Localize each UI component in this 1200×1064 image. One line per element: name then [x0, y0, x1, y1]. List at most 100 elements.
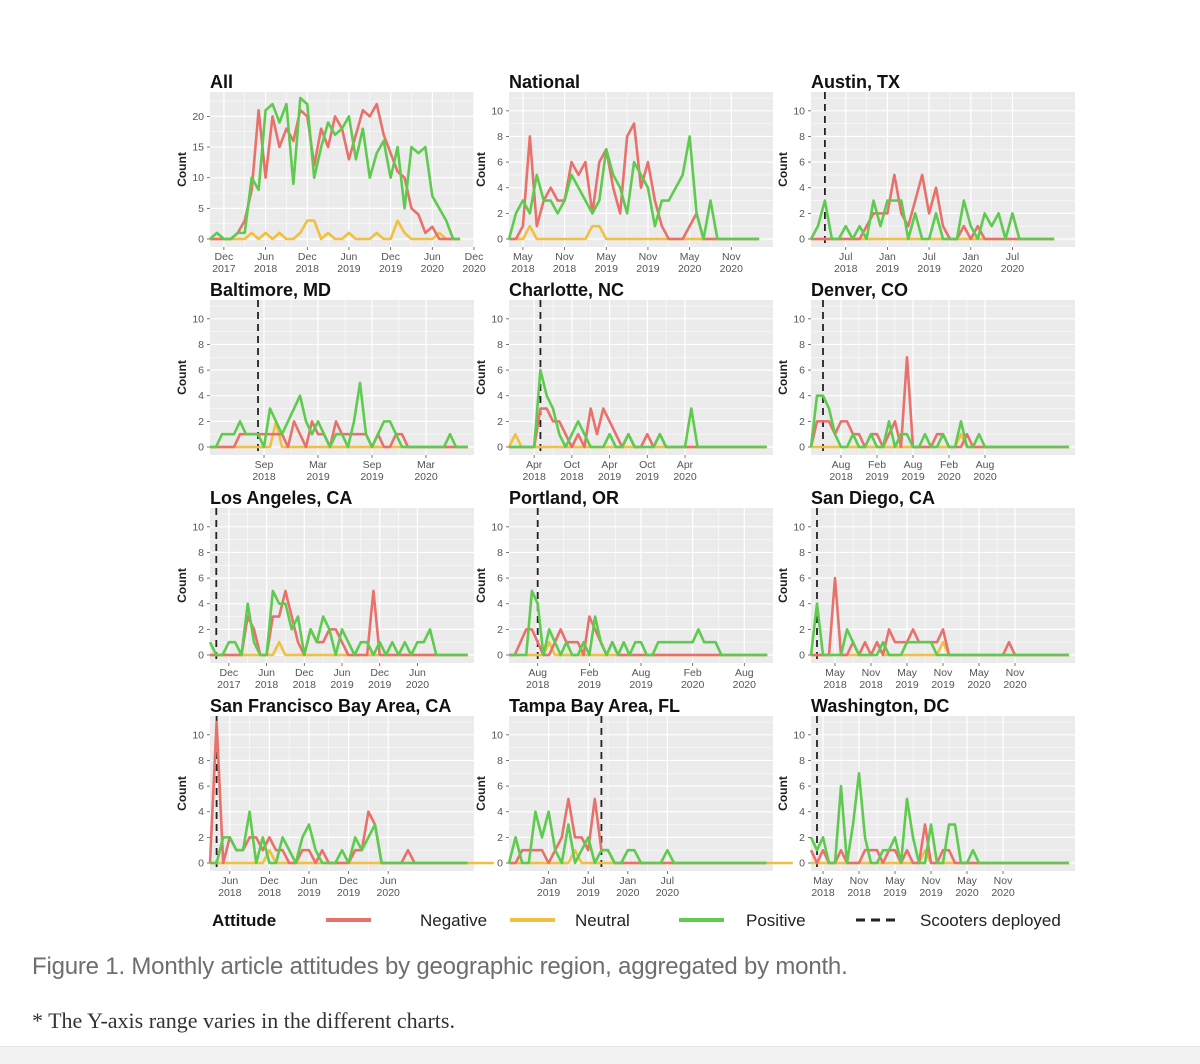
- x-tick-label: Dec 2019: [337, 875, 361, 899]
- x-tick-label: Nov 2020: [720, 251, 744, 275]
- chart-panel: Tampa Bay Area, FL 0 2 4 6 8 10 Jan 2019 Jul 2019 J…: [474, 696, 793, 899]
- x-tick-label: Dec 2017: [212, 251, 236, 275]
- plot-background: [811, 300, 1075, 455]
- x-tick-label: Jun 2020: [406, 667, 430, 691]
- x-tick-label: May 2019: [595, 251, 619, 275]
- y-axis-label: Count: [175, 152, 189, 187]
- y-axis-label: Count: [474, 568, 488, 603]
- chart-panel: National 0 2 4 6 8 10 May 2018 Nov 2018 May 2019 Nov 2…: [474, 72, 773, 275]
- chart-panel: Portland, OR 0 2 4 6 8 10 Aug 2018 Feb 2019 Aug 2019…: [474, 488, 773, 691]
- y-tick-label: 8: [799, 131, 805, 143]
- x-tick-label: May 2018: [823, 667, 847, 691]
- x-tick-label: Feb 2019: [578, 667, 602, 691]
- chart-panel: Austin, TX 0 2 4 6 8 10 Jul 2018 Jan 2019 Jul 2019 Ja…: [776, 72, 1075, 275]
- y-tick-label: 0: [497, 234, 503, 246]
- y-tick-label: 0: [799, 234, 805, 246]
- x-tick-label: Jan 2020: [616, 875, 640, 899]
- plot-background: [811, 716, 1075, 871]
- y-tick-label: 2: [198, 416, 204, 428]
- plot-background: [210, 300, 474, 455]
- series-line-positive: [809, 771, 1069, 865]
- y-tick-label: 2: [497, 624, 503, 636]
- x-tick-label: May 2020: [678, 251, 702, 275]
- series-line-negative: [210, 589, 468, 657]
- y-tick-label: 6: [497, 157, 503, 169]
- y-tick-label: 0: [497, 442, 503, 454]
- y-tick-label: 0: [497, 650, 503, 662]
- x-tick-label: Mar 2020: [414, 459, 438, 483]
- y-tick-label: 4: [497, 182, 503, 194]
- x-tick-label: May 2019: [895, 667, 919, 691]
- legend-negative-label: Negative: [420, 911, 487, 930]
- y-tick-label: 8: [497, 755, 503, 767]
- x-tick-label: Aug 2020: [733, 667, 757, 691]
- y-tick-label: 10: [192, 313, 204, 325]
- series-line-positive: [809, 394, 1069, 449]
- y-tick-label: 4: [799, 598, 805, 610]
- x-tick-label: Nov 2018: [859, 667, 883, 691]
- panel-title: Tampa Bay Area, FL: [509, 696, 680, 716]
- chart-panel: Denver, CO 0 2 4 6 8 10 Aug 2018 Feb 2019 Aug 2019 Fe…: [776, 280, 1075, 483]
- legend-positive-label: Positive: [746, 911, 806, 930]
- x-tick-label: Aug 2020: [973, 459, 997, 483]
- figure-caption: Figure 1. Monthly article attitudes by g…: [32, 953, 848, 980]
- y-tick-label: 2: [799, 832, 805, 844]
- y-tick-label: 10: [192, 172, 204, 184]
- x-tick-label: Dec 2018: [296, 251, 320, 275]
- x-tick-label: Dec 2019: [379, 251, 403, 275]
- y-axis-label: Count: [474, 776, 488, 811]
- x-tick-label: Dec 2019: [368, 667, 392, 691]
- series-line-positive: [509, 589, 768, 657]
- plot-background: [509, 300, 773, 455]
- x-tick-label: Jun 2019: [297, 875, 321, 899]
- y-tick-label: 8: [198, 339, 204, 351]
- x-tick-label: Apr 2020: [673, 459, 697, 483]
- x-tick-label: Jan 2019: [537, 875, 561, 899]
- x-tick-label: Sep 2018: [252, 459, 276, 483]
- x-tick-label: Jul 2019: [577, 875, 601, 899]
- y-tick-label: 6: [799, 573, 805, 585]
- y-tick-label: 8: [799, 339, 805, 351]
- chart-panel: Los Angeles, CA 0 2 4 6 8 10 Dec 2017 Jun 2018 Dec 2…: [175, 488, 474, 691]
- x-tick-label: Oct 2018: [560, 459, 584, 483]
- y-tick-label: 4: [497, 598, 503, 610]
- series-line-negative: [210, 102, 461, 241]
- series-line-positive: [809, 199, 1055, 241]
- y-tick-label: 4: [799, 182, 805, 194]
- y-tick-label: 2: [497, 832, 503, 844]
- panel-title: Washington, DC: [811, 696, 949, 716]
- y-tick-label: 8: [198, 755, 204, 767]
- chart-panel: San Francisco Bay Area, CA 0 2 4 6 8 10 Jun 2018…: [175, 696, 494, 899]
- x-tick-label: Nov 2020: [991, 875, 1015, 899]
- plot-background: [509, 92, 773, 247]
- y-axis-label: Count: [474, 360, 488, 395]
- y-tick-label: 10: [491, 729, 503, 741]
- y-tick-label: 6: [198, 781, 204, 793]
- legend-title: Attitude: [212, 911, 276, 930]
- legend-deployed-label: Scooters deployed: [920, 911, 1061, 930]
- x-tick-label: Jul 2020: [656, 875, 680, 899]
- y-axis-label: Count: [776, 776, 790, 811]
- chart-panel: San Diego, CA 0 2 4 6 8 10 May 2018 Nov 2018 May 201…: [776, 488, 1075, 691]
- y-tick-label: 2: [497, 416, 503, 428]
- x-tick-label: Nov 2018: [553, 251, 577, 275]
- x-tick-label: Jun 2020: [377, 875, 401, 899]
- y-tick-label: 2: [799, 624, 805, 636]
- y-axis-label: Count: [776, 568, 790, 603]
- series-line-positive: [208, 589, 468, 657]
- y-tick-label: 0: [198, 234, 204, 246]
- y-tick-label: 10: [192, 729, 204, 741]
- y-tick-label: 8: [799, 547, 805, 559]
- x-tick-label: Aug 2018: [526, 667, 550, 691]
- series-line-positive: [507, 135, 760, 241]
- y-tick-label: 4: [198, 390, 204, 402]
- chart-panel: Baltimore, MD 0 2 4 6 8 10 Sep 2018 Mar 2019 Sep 201…: [175, 280, 474, 483]
- axis-range-note: * The Y-axis range varies in the differe…: [32, 1008, 455, 1033]
- y-tick-label: 6: [799, 157, 805, 169]
- x-tick-label: Jun 2018: [254, 251, 278, 275]
- x-tick-label: Apr 2019: [598, 459, 622, 483]
- y-tick-label: 10: [793, 313, 805, 325]
- y-tick-label: 0: [198, 858, 204, 870]
- y-tick-label: 6: [198, 365, 204, 377]
